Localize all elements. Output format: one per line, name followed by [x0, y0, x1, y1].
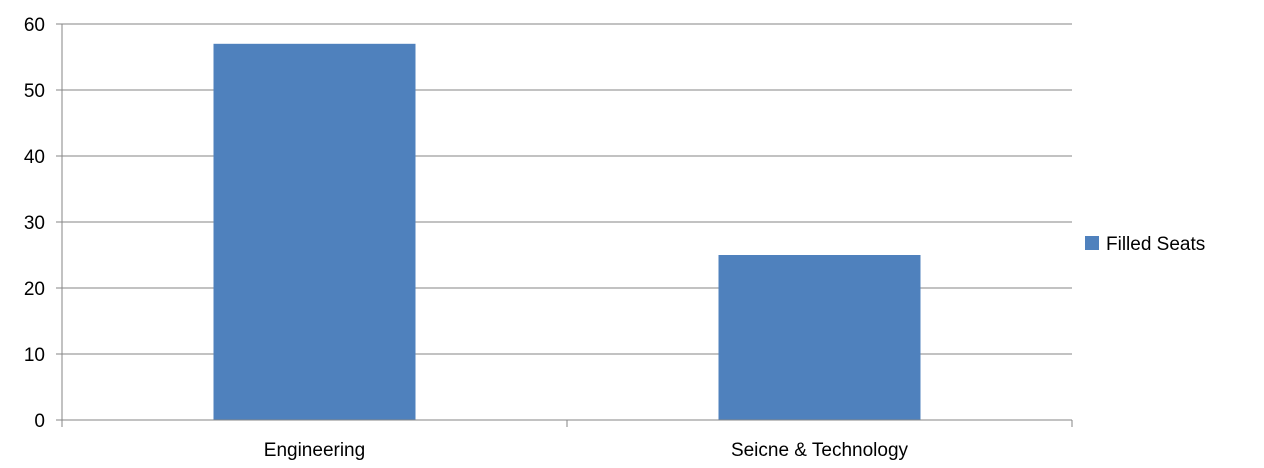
y-axis: 0 10 20 30 40 50 60	[24, 15, 63, 432]
y-tick-label: 60	[24, 15, 45, 36]
y-tick-label: 30	[24, 213, 45, 234]
bar	[718, 255, 921, 420]
legend: Filled Seats	[1085, 234, 1205, 255]
y-tick-label: 20	[24, 279, 45, 300]
x-tick-label: Seicne & Technology	[731, 440, 909, 461]
y-tick-label: 10	[24, 345, 45, 366]
y-tick-label: 50	[24, 81, 45, 102]
x-axis: Engineering Seicne & Technology	[61, 419, 1073, 461]
bar	[213, 43, 416, 421]
y-tick-label: 0	[34, 411, 45, 432]
legend-label: Filled Seats	[1106, 234, 1205, 255]
legend-swatch	[1085, 236, 1099, 250]
bars	[213, 43, 921, 421]
x-tick-label: Engineering	[264, 440, 365, 461]
y-tick-label: 40	[24, 147, 45, 168]
